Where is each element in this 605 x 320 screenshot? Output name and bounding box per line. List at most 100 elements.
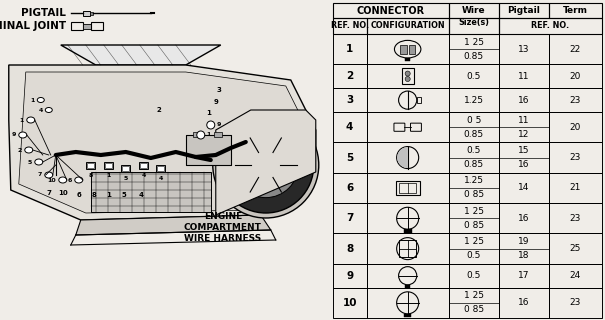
Text: CONNECTOR: CONNECTOR	[356, 5, 425, 15]
Text: 22: 22	[570, 45, 581, 54]
Bar	[367, 173, 449, 203]
Text: 0 85: 0 85	[463, 305, 484, 314]
Text: 8: 8	[346, 244, 353, 254]
Text: 11: 11	[518, 72, 529, 81]
Bar	[333, 288, 367, 318]
Bar	[499, 264, 549, 288]
Text: 0.5: 0.5	[466, 251, 481, 260]
Text: 10: 10	[342, 298, 357, 308]
Text: 1: 1	[19, 117, 24, 123]
Text: REF. NO.: REF. NO.	[330, 21, 368, 30]
Bar	[405, 58, 410, 61]
Bar	[104, 162, 113, 169]
Text: Pigtail: Pigtail	[508, 6, 540, 15]
Polygon shape	[8, 65, 316, 220]
Circle shape	[207, 121, 215, 129]
Text: 16: 16	[518, 214, 529, 223]
Ellipse shape	[25, 147, 33, 153]
Polygon shape	[19, 72, 309, 213]
Text: 9: 9	[346, 271, 353, 281]
Text: 9: 9	[11, 132, 16, 138]
Bar	[499, 18, 602, 34]
Text: 0 85: 0 85	[463, 190, 484, 199]
Bar	[367, 88, 449, 112]
Bar	[333, 3, 449, 18]
Bar	[402, 68, 414, 84]
Bar	[499, 142, 549, 173]
Bar	[333, 173, 367, 203]
Bar	[333, 203, 367, 234]
Text: 5: 5	[346, 153, 353, 163]
Text: 4: 4	[38, 108, 43, 113]
Text: Term: Term	[563, 6, 588, 15]
Bar	[193, 132, 201, 137]
Bar	[157, 165, 165, 171]
Text: 25: 25	[570, 244, 581, 253]
Text: 23: 23	[570, 298, 581, 307]
Bar	[449, 112, 499, 142]
Bar	[549, 64, 602, 88]
Bar	[71, 22, 83, 30]
Ellipse shape	[19, 132, 27, 138]
Bar	[122, 165, 129, 171]
Circle shape	[218, 117, 314, 213]
Text: 7: 7	[47, 190, 51, 196]
Bar	[449, 288, 499, 318]
Bar	[449, 88, 499, 112]
Text: 1: 1	[106, 192, 111, 198]
Text: 10: 10	[58, 190, 68, 196]
Bar	[333, 18, 367, 34]
Text: 1.25: 1.25	[464, 96, 484, 105]
Bar	[367, 18, 449, 34]
Bar	[449, 64, 499, 88]
Bar	[367, 288, 449, 318]
Bar	[549, 88, 602, 112]
Bar	[549, 173, 602, 203]
Text: 2: 2	[346, 71, 353, 81]
Bar	[409, 45, 416, 53]
Bar	[399, 240, 416, 257]
Bar	[399, 183, 416, 193]
Bar	[140, 163, 147, 167]
Bar	[121, 164, 130, 172]
Bar	[405, 285, 410, 287]
Bar	[404, 314, 411, 317]
Text: 0.85: 0.85	[463, 52, 484, 61]
Circle shape	[251, 151, 280, 180]
Polygon shape	[76, 215, 271, 235]
Circle shape	[233, 132, 298, 198]
Bar	[333, 264, 367, 288]
Ellipse shape	[45, 172, 53, 178]
Bar	[396, 181, 420, 195]
Text: Wire: Wire	[462, 6, 486, 15]
Bar	[400, 45, 407, 53]
Circle shape	[405, 76, 410, 82]
Text: 21: 21	[570, 183, 581, 192]
Bar	[499, 64, 549, 88]
Text: ENGINE
COMPARTMENT
WIRE HARNESS: ENGINE COMPARTMENT WIRE HARNESS	[184, 212, 262, 243]
Bar	[367, 112, 449, 142]
Bar	[333, 112, 367, 142]
Bar	[499, 3, 549, 18]
Bar	[549, 142, 602, 173]
Text: 8: 8	[91, 192, 96, 198]
Text: 23: 23	[570, 214, 581, 223]
Bar	[139, 162, 148, 169]
Text: 6: 6	[76, 192, 81, 198]
Bar	[449, 234, 499, 264]
Bar	[333, 64, 367, 88]
Ellipse shape	[75, 177, 83, 183]
Bar	[333, 234, 367, 264]
Bar	[449, 173, 499, 203]
Bar	[417, 97, 421, 103]
Text: 20: 20	[570, 72, 581, 81]
Text: 1: 1	[30, 98, 34, 102]
Bar	[367, 142, 449, 173]
Bar	[499, 203, 549, 234]
Text: 2: 2	[18, 148, 22, 153]
Text: 23: 23	[570, 153, 581, 162]
Text: 5: 5	[123, 176, 128, 181]
Ellipse shape	[59, 177, 67, 183]
Text: PIGTAIL: PIGTAIL	[21, 8, 66, 18]
Bar	[333, 142, 367, 173]
